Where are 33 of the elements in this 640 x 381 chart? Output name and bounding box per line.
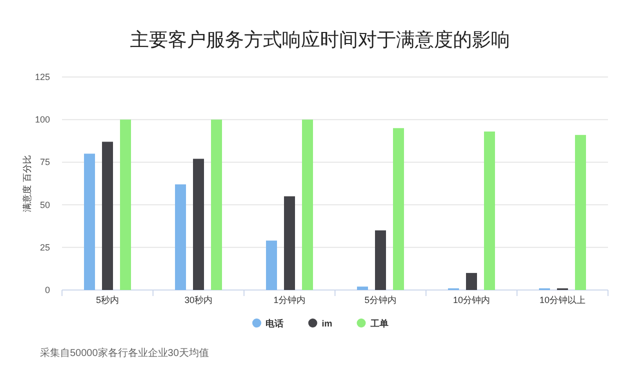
text: 采集自50000家各行各业企业30天均值 (40, 347, 209, 359)
legend-label: 工单 (369, 318, 388, 328)
bar (375, 230, 386, 290)
bar (302, 120, 313, 290)
bar (357, 286, 368, 290)
bar (466, 272, 477, 290)
bar (84, 154, 95, 290)
y-tick-label: 75 (40, 157, 50, 168)
y-tick-label: 100 (34, 114, 50, 125)
bar (175, 184, 186, 290)
y-tick-label: 50 (40, 200, 50, 210)
bar (575, 134, 586, 290)
y-tick-label: 25 (40, 242, 50, 252)
bar (484, 132, 495, 290)
legend-label: 电话 (266, 318, 284, 328)
y-tick-label: 0 (44, 285, 50, 295)
bar (393, 128, 404, 290)
x-tick-label: 10分钟内 (452, 295, 490, 305)
x-tick-label: 5秒内 (96, 295, 120, 305)
chart-title: 主要客户服务方式响应时间对于满意度的影响 (130, 29, 510, 51)
legend-label: im (322, 318, 332, 328)
bar (102, 142, 113, 290)
y-tick-label: 125 (34, 72, 50, 82)
x-tick-label: 10分钟以上 (539, 295, 586, 305)
x-tick-label: 1分钟内 (273, 295, 306, 305)
bar (120, 120, 131, 290)
bar (284, 196, 295, 290)
bar (266, 240, 277, 290)
x-tick-label: 30秒内 (184, 295, 213, 305)
bar (211, 120, 222, 290)
x-tick-label: 5分钟内 (364, 295, 397, 305)
y-axis-title: 满意度 百分比 (22, 155, 32, 212)
bar (193, 158, 204, 290)
